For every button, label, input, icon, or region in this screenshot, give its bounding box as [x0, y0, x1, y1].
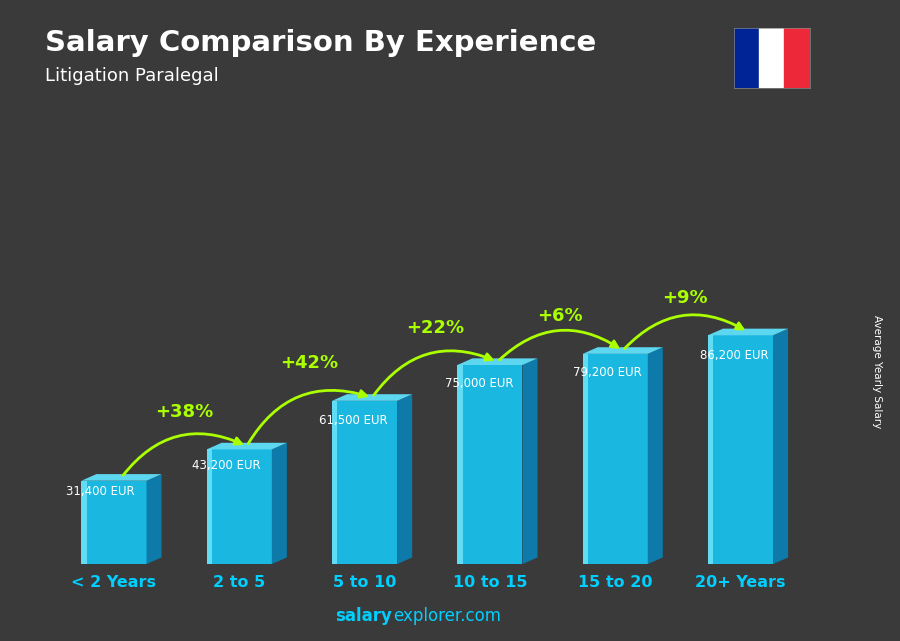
Bar: [457, 365, 523, 564]
Polygon shape: [147, 474, 161, 564]
Text: 79,200 EUR: 79,200 EUR: [572, 367, 642, 379]
Text: 86,200 EUR: 86,200 EUR: [700, 349, 769, 362]
Text: +22%: +22%: [406, 319, 464, 337]
Text: 43,200 EUR: 43,200 EUR: [192, 458, 260, 472]
Text: +9%: +9%: [662, 289, 708, 307]
Polygon shape: [397, 394, 412, 564]
Bar: [785, 28, 810, 88]
Polygon shape: [207, 443, 287, 449]
Polygon shape: [332, 394, 412, 401]
Bar: [457, 365, 463, 564]
Polygon shape: [81, 474, 161, 481]
Bar: [582, 354, 648, 564]
Text: Salary Comparison By Experience: Salary Comparison By Experience: [45, 29, 596, 57]
Bar: [332, 401, 338, 564]
Polygon shape: [272, 443, 287, 564]
Bar: [332, 401, 397, 564]
Polygon shape: [457, 358, 537, 365]
Polygon shape: [708, 329, 788, 335]
Polygon shape: [648, 347, 662, 564]
Text: Litigation Paralegal: Litigation Paralegal: [45, 67, 219, 85]
Text: 75,000 EUR: 75,000 EUR: [445, 377, 513, 390]
Polygon shape: [582, 347, 662, 354]
Polygon shape: [773, 329, 788, 564]
Bar: [582, 354, 588, 564]
Text: Average Yearly Salary: Average Yearly Salary: [872, 315, 883, 428]
Bar: [207, 449, 272, 564]
Bar: [81, 481, 147, 564]
Bar: [734, 28, 759, 88]
Text: salary: salary: [335, 607, 392, 625]
Text: 31,400 EUR: 31,400 EUR: [67, 485, 135, 498]
Text: explorer.com: explorer.com: [393, 607, 501, 625]
Bar: [81, 481, 86, 564]
Text: +38%: +38%: [155, 403, 213, 421]
Text: 61,500 EUR: 61,500 EUR: [320, 414, 388, 427]
Bar: [207, 449, 211, 564]
Text: +6%: +6%: [537, 308, 583, 326]
Polygon shape: [523, 358, 537, 564]
Bar: [708, 335, 713, 564]
Bar: [708, 335, 773, 564]
Text: +42%: +42%: [281, 354, 338, 372]
Bar: [759, 28, 785, 88]
